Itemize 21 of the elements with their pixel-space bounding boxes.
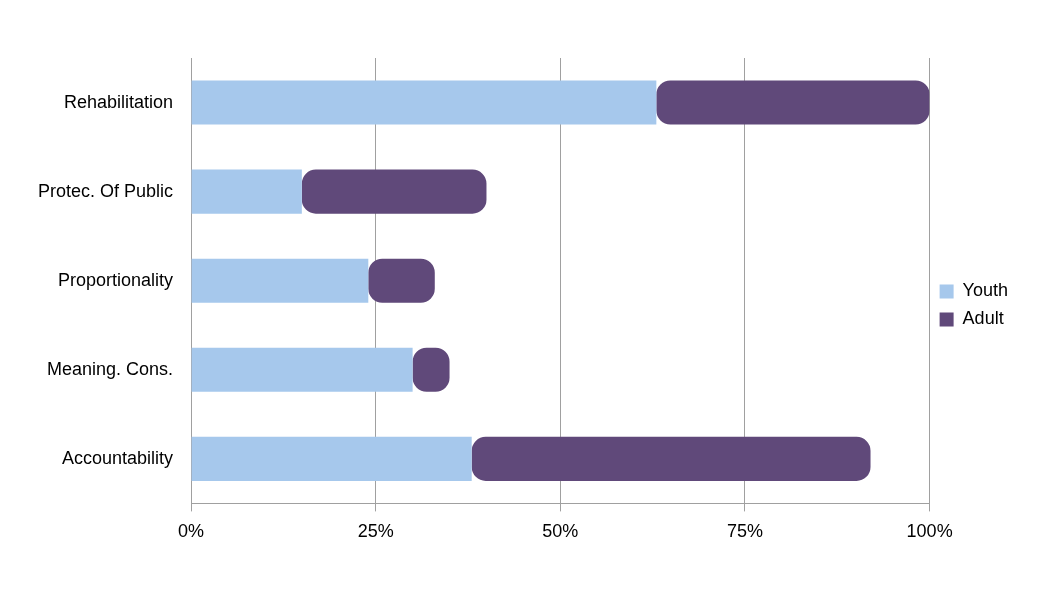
bar xyxy=(656,80,930,125)
bar xyxy=(191,347,413,392)
legend-label: Youth xyxy=(962,280,1008,301)
x-tick-label: 75% xyxy=(726,521,763,542)
x-tick-label: 100% xyxy=(906,521,953,542)
y-tick-label: Accountability xyxy=(61,447,174,468)
x-tick-label: 25% xyxy=(357,521,394,542)
bar xyxy=(301,169,487,214)
bar xyxy=(191,258,369,303)
bar xyxy=(191,80,657,125)
y-tick-label: Meaning. Cons. xyxy=(46,358,174,379)
y-tick-label: Proportionality xyxy=(57,269,174,290)
bar xyxy=(471,436,871,481)
y-tick-label: Rehabilitation xyxy=(63,91,174,112)
legend-label: Adult xyxy=(962,308,1004,329)
bar xyxy=(191,436,472,481)
bar xyxy=(191,169,302,214)
x-tick-label: 50% xyxy=(542,521,579,542)
y-tick-label: Protec. Of Public xyxy=(37,180,174,201)
x-tick-label: 0% xyxy=(178,521,205,542)
bar xyxy=(368,258,435,303)
